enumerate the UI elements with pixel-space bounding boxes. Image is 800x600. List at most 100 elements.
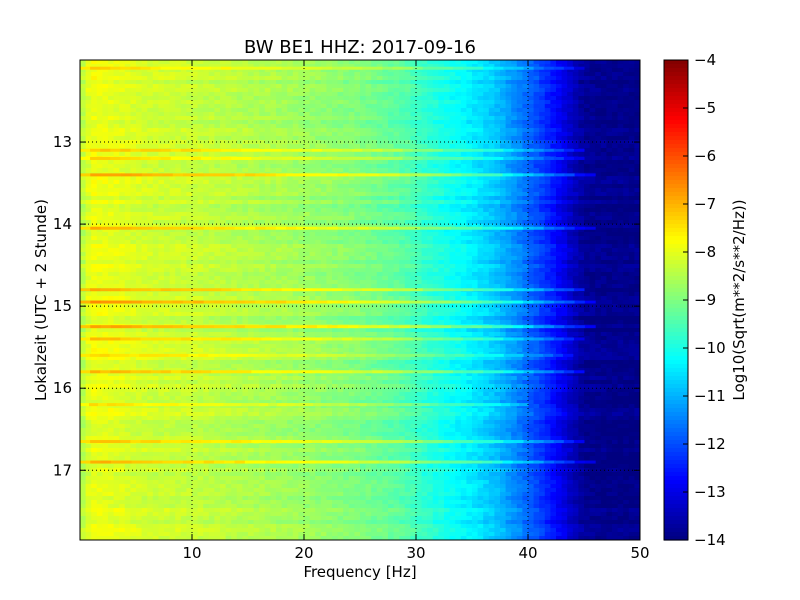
heatmap-cell	[376, 136, 383, 141]
heatmap-cell	[477, 72, 484, 77]
heatmap-cell	[634, 232, 640, 237]
heatmap-cell	[337, 256, 344, 261]
heatmap-cell	[152, 188, 159, 193]
heatmap-cell	[388, 224, 395, 229]
heatmap-cell	[298, 188, 305, 193]
heatmap-row	[80, 184, 640, 189]
heatmap-cell	[281, 168, 288, 173]
heatmap-cell	[600, 220, 607, 225]
heatmap-cell	[511, 64, 518, 69]
heatmap-cell	[164, 180, 171, 185]
heatmap-cell	[606, 124, 613, 129]
heatmap-cell	[270, 120, 277, 125]
heatmap-cell	[556, 88, 563, 93]
heatmap-cell	[472, 100, 479, 105]
heatmap-cell	[259, 104, 266, 109]
heatmap-cell	[388, 200, 395, 205]
heatmap-cell	[343, 80, 350, 85]
heatmap-cell	[500, 104, 507, 109]
heatmap-cell	[264, 108, 271, 113]
heatmap-cell	[192, 112, 199, 117]
heatmap-cell	[612, 184, 619, 189]
heatmap-cell	[600, 236, 607, 241]
heatmap-cell	[500, 220, 507, 225]
heatmap-cell	[460, 188, 467, 193]
heatmap-cell	[304, 112, 311, 117]
heatmap-cell	[617, 192, 624, 197]
heatmap-cell	[432, 204, 439, 209]
heatmap-cell	[298, 216, 305, 221]
heatmap-cell	[567, 88, 574, 93]
heatmap-cell	[388, 88, 395, 93]
heatmap-cell	[220, 68, 227, 73]
heatmap-cell	[477, 224, 484, 229]
heatmap-cell	[147, 184, 154, 189]
heatmap-cell	[292, 64, 299, 69]
heatmap-cell	[427, 240, 434, 245]
heatmap-cell	[326, 192, 333, 197]
heatmap-cell	[119, 64, 126, 69]
heatmap-cell	[158, 256, 165, 261]
heatmap-cell	[477, 84, 484, 89]
heatmap-cell	[455, 164, 462, 169]
heatmap-cell	[248, 220, 255, 225]
heatmap-cell	[444, 120, 451, 125]
heatmap-cell	[606, 72, 613, 77]
heatmap-cell	[416, 64, 423, 69]
heatmap-cell	[113, 120, 120, 125]
heatmap-cell	[388, 160, 395, 165]
heatmap-cell	[320, 108, 327, 113]
heatmap-cell	[186, 216, 193, 221]
heatmap-cell	[483, 100, 490, 105]
heatmap-cell	[80, 228, 87, 233]
heatmap-cell	[147, 188, 154, 193]
heatmap-cell	[315, 256, 322, 261]
heatmap-cell	[382, 188, 389, 193]
heatmap-cell	[304, 68, 311, 73]
heatmap-cell	[617, 96, 624, 101]
heatmap-cell	[449, 192, 456, 197]
heatmap-cell	[561, 160, 568, 165]
heatmap-cell	[169, 188, 176, 193]
heatmap-cell	[113, 160, 120, 165]
heatmap-cell	[197, 216, 204, 221]
heatmap-cell	[354, 176, 361, 181]
heatmap-cell	[488, 248, 495, 253]
heatmap-cell	[253, 164, 260, 169]
heatmap-cell	[623, 156, 630, 161]
heatmap-cell	[623, 148, 630, 153]
heatmap-cell	[449, 200, 456, 205]
heatmap-cell	[236, 232, 243, 237]
heatmap-cell	[528, 140, 535, 145]
heatmap-cell	[444, 236, 451, 241]
heatmap-cell	[192, 228, 199, 233]
heatmap-cell	[404, 224, 411, 229]
heatmap-cell	[343, 176, 350, 181]
heatmap-cell	[287, 212, 294, 217]
heatmap-cell	[416, 252, 423, 257]
heatmap-cell	[556, 116, 563, 121]
heatmap-cell	[376, 204, 383, 209]
heatmap-cell	[298, 212, 305, 217]
heatmap-cell	[628, 64, 635, 69]
heatmap-cell	[494, 164, 501, 169]
heatmap-cell	[203, 204, 210, 209]
heatmap-cell	[550, 84, 557, 89]
heatmap-cell	[281, 228, 288, 233]
heatmap-cell	[220, 116, 227, 121]
heatmap-cell	[556, 180, 563, 185]
heatmap-cell	[152, 212, 159, 217]
heatmap-cell	[248, 160, 255, 165]
heatmap-cell	[432, 164, 439, 169]
heatmap-cell	[292, 144, 299, 149]
heatmap-cell	[264, 164, 271, 169]
heatmap-cell	[236, 184, 243, 189]
heatmap-cell	[449, 68, 456, 73]
heatmap-cell	[337, 120, 344, 125]
heatmap-cell	[528, 144, 535, 149]
heatmap-cell	[455, 112, 462, 117]
heatmap-cell	[320, 68, 327, 73]
heatmap-cell	[292, 132, 299, 137]
heatmap-cell	[589, 220, 596, 225]
heatmap-cell	[270, 248, 277, 253]
